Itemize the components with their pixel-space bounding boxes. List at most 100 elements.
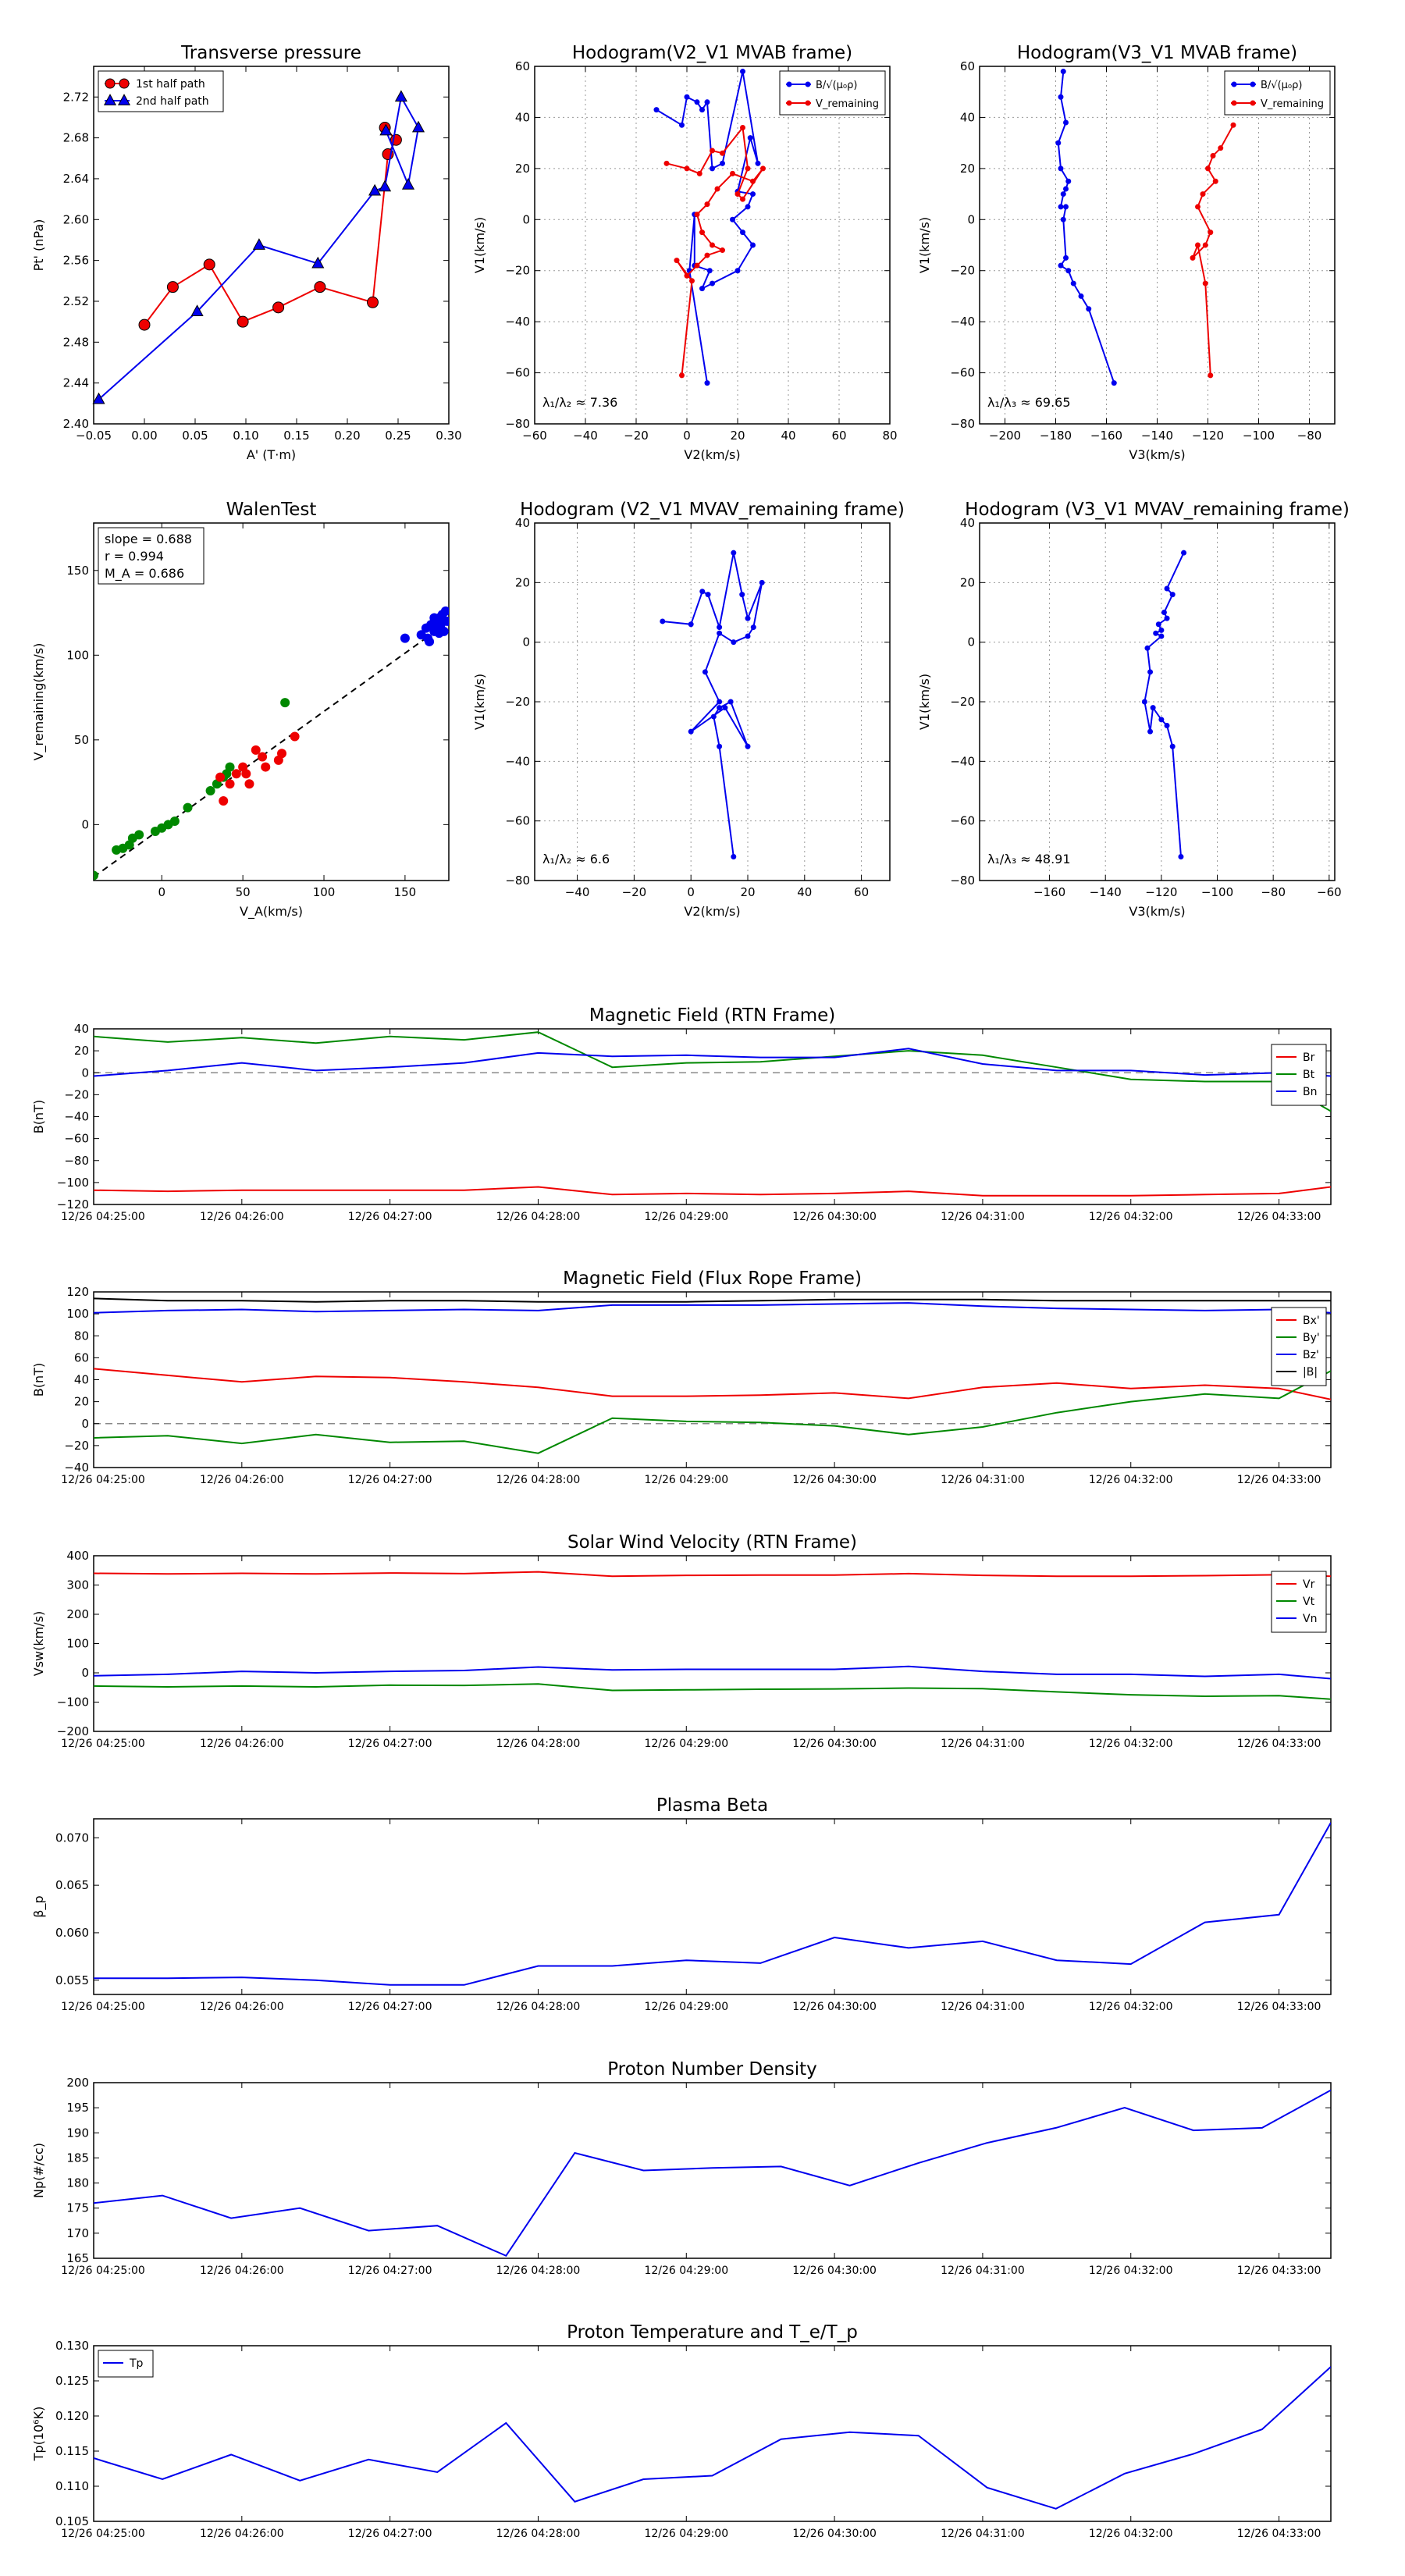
tp2-xtick-label: 12/26 04:29:00 [644,2528,728,2540]
np-xtick-label: 12/26 04:27:00 [348,2265,432,2277]
tp-ylabel: Pt' (nPa) [31,219,46,272]
walen-data-point [442,616,449,626]
beta-ylabel: β_p [31,1895,47,1917]
h2-data-point [1055,140,1062,146]
h3-data-point [705,592,711,598]
h2-data-point [1058,262,1064,269]
tp2-ytick-label: 0.110 [55,2479,89,2493]
tp2-ytick-label: 0.105 [55,2514,89,2528]
h2-data-point [1058,165,1064,172]
h1-data-point [704,252,710,258]
h4-data-point [1164,723,1170,729]
h1-xtick-label: 20 [730,429,745,443]
v_rtn-xtick-label: 12/26 04:27:00 [348,1738,432,1750]
b_fr-series-b [94,1297,1331,1303]
h2-xtick-label: −100 [1243,429,1275,443]
h2-xtick-label: −200 [989,429,1021,443]
walen-data-point [261,762,271,772]
h2-ratio-annotation: λ₁/λ₃ ≈ 69.65 [987,395,1071,410]
h2-ytick-label: −40 [950,315,975,329]
h2-data-point [1063,186,1069,192]
tp-data-point [401,177,415,190]
v_rtn-xtick-label: 12/26 04:33:00 [1237,1738,1321,1750]
h1-data-point [720,150,725,156]
b_rtn-xtick-label: 12/26 04:31:00 [941,1211,1025,1223]
h1-ytick-label: −20 [505,264,530,278]
h4-title: Hodogram (V3_V1 MVAV_remaining frame) [965,500,1350,520]
b_fr-legend-label: |B| [1303,1366,1318,1379]
b_fr-ytick-label: 0 [81,1417,89,1431]
h2-data-point [1060,191,1066,197]
tp2-axes-frame [93,2345,1332,2522]
h1-legend-label: V_remaining [816,98,879,110]
h3-data-point [722,705,728,711]
tp-xtick-label: 0.25 [385,429,411,443]
b_fr-xtick-label: 12/26 04:31:00 [941,1474,1025,1486]
walen-data-point [434,628,444,639]
h1-ytick-label: 40 [515,110,530,124]
h1-data-point [674,258,680,264]
v_rtn-series-vn [94,1665,1331,1680]
tp2-ylabel: Tp(10⁶K) [31,2407,46,2462]
b_rtn-xtick-label: 12/26 04:28:00 [496,1211,581,1223]
beta-xtick-label: 12/26 04:25:00 [61,2001,145,2013]
h1-xtick-label: −60 [522,429,547,443]
tp-xtick-label: −0.05 [76,429,112,443]
h4-data-point [1153,630,1159,636]
h3-ytick-label: 0 [522,635,530,649]
h3-xtick-label: −20 [622,885,647,899]
h3-xtick-label: 0 [687,885,695,899]
b_rtn-xtick-label: 12/26 04:29:00 [644,1211,728,1223]
h4-ratio-annotation: λ₁/λ₃ ≈ 48.91 [987,852,1071,866]
tp2-ytick-label: 0.130 [55,2339,89,2353]
b_fr-xtick-label: 12/26 04:30:00 [792,1474,877,1486]
tp-xtick-label: 0.00 [131,429,157,443]
h1-legend-marker [805,81,811,87]
walen-ytick-label: 150 [66,564,89,578]
h3-ytick-label: −80 [505,873,530,888]
h1-data-point [747,135,753,141]
v_rtn-xtick-label: 12/26 04:26:00 [200,1738,284,1750]
b_rtn-ytick-label: 40 [74,1022,89,1036]
h2-data-point [1065,178,1072,184]
walen-stats-box [98,527,205,585]
b_fr-xtick-label: 12/26 04:25:00 [61,1474,145,1486]
h1-data-point [699,229,705,236]
b_rtn-ytick-label: −120 [57,1197,89,1212]
h3-data-point [717,624,723,631]
h4-data-point [1147,669,1154,675]
h1-data-point [740,125,745,131]
tp-data-point [368,183,382,196]
h4-data-point [1181,550,1187,556]
b_fr-series-bz [94,1302,1331,1314]
h4-data-point [1158,633,1165,639]
h1-data-point [760,165,766,172]
v_rtn-ytick-label: 400 [66,1549,89,1563]
h4-data-point [1158,627,1165,633]
walen-data-point [134,830,144,840]
h1-data-point [696,170,702,176]
h2-data-point [1060,216,1066,222]
h3-data-point [739,592,745,598]
b_rtn-ytick-label: −20 [64,1087,89,1101]
h2-title: Hodogram(V3_V1 MVAB frame) [1017,43,1297,63]
tp-ytick-label: 2.60 [63,212,89,226]
walen-data-point [205,785,215,795]
tp2-xtick-label: 12/26 04:25:00 [61,2528,145,2540]
b_rtn-xtick-label: 12/26 04:32:00 [1089,1211,1173,1223]
h1-data-point [714,186,720,192]
tp2-xtick-label: 12/26 04:28:00 [496,2528,581,2540]
h1-data-point [750,242,756,248]
h1-xlabel: V2(km/s) [684,447,740,462]
walen-ytick-label: 100 [66,648,89,662]
walen-xtick-label: 0 [158,885,165,899]
np-ytick-label: 180 [66,2176,89,2190]
h1-data-point [704,99,710,105]
h2-data-point [1063,119,1069,126]
walen-data-point [244,779,254,789]
h2-ytick-label: 0 [967,212,975,226]
b_fr-xtick-label: 12/26 04:26:00 [200,1474,284,1486]
np-xtick-label: 12/26 04:32:00 [1089,2265,1173,2277]
tp-ytick-label: 2.52 [63,294,89,308]
h1-legend-marker [786,81,792,87]
